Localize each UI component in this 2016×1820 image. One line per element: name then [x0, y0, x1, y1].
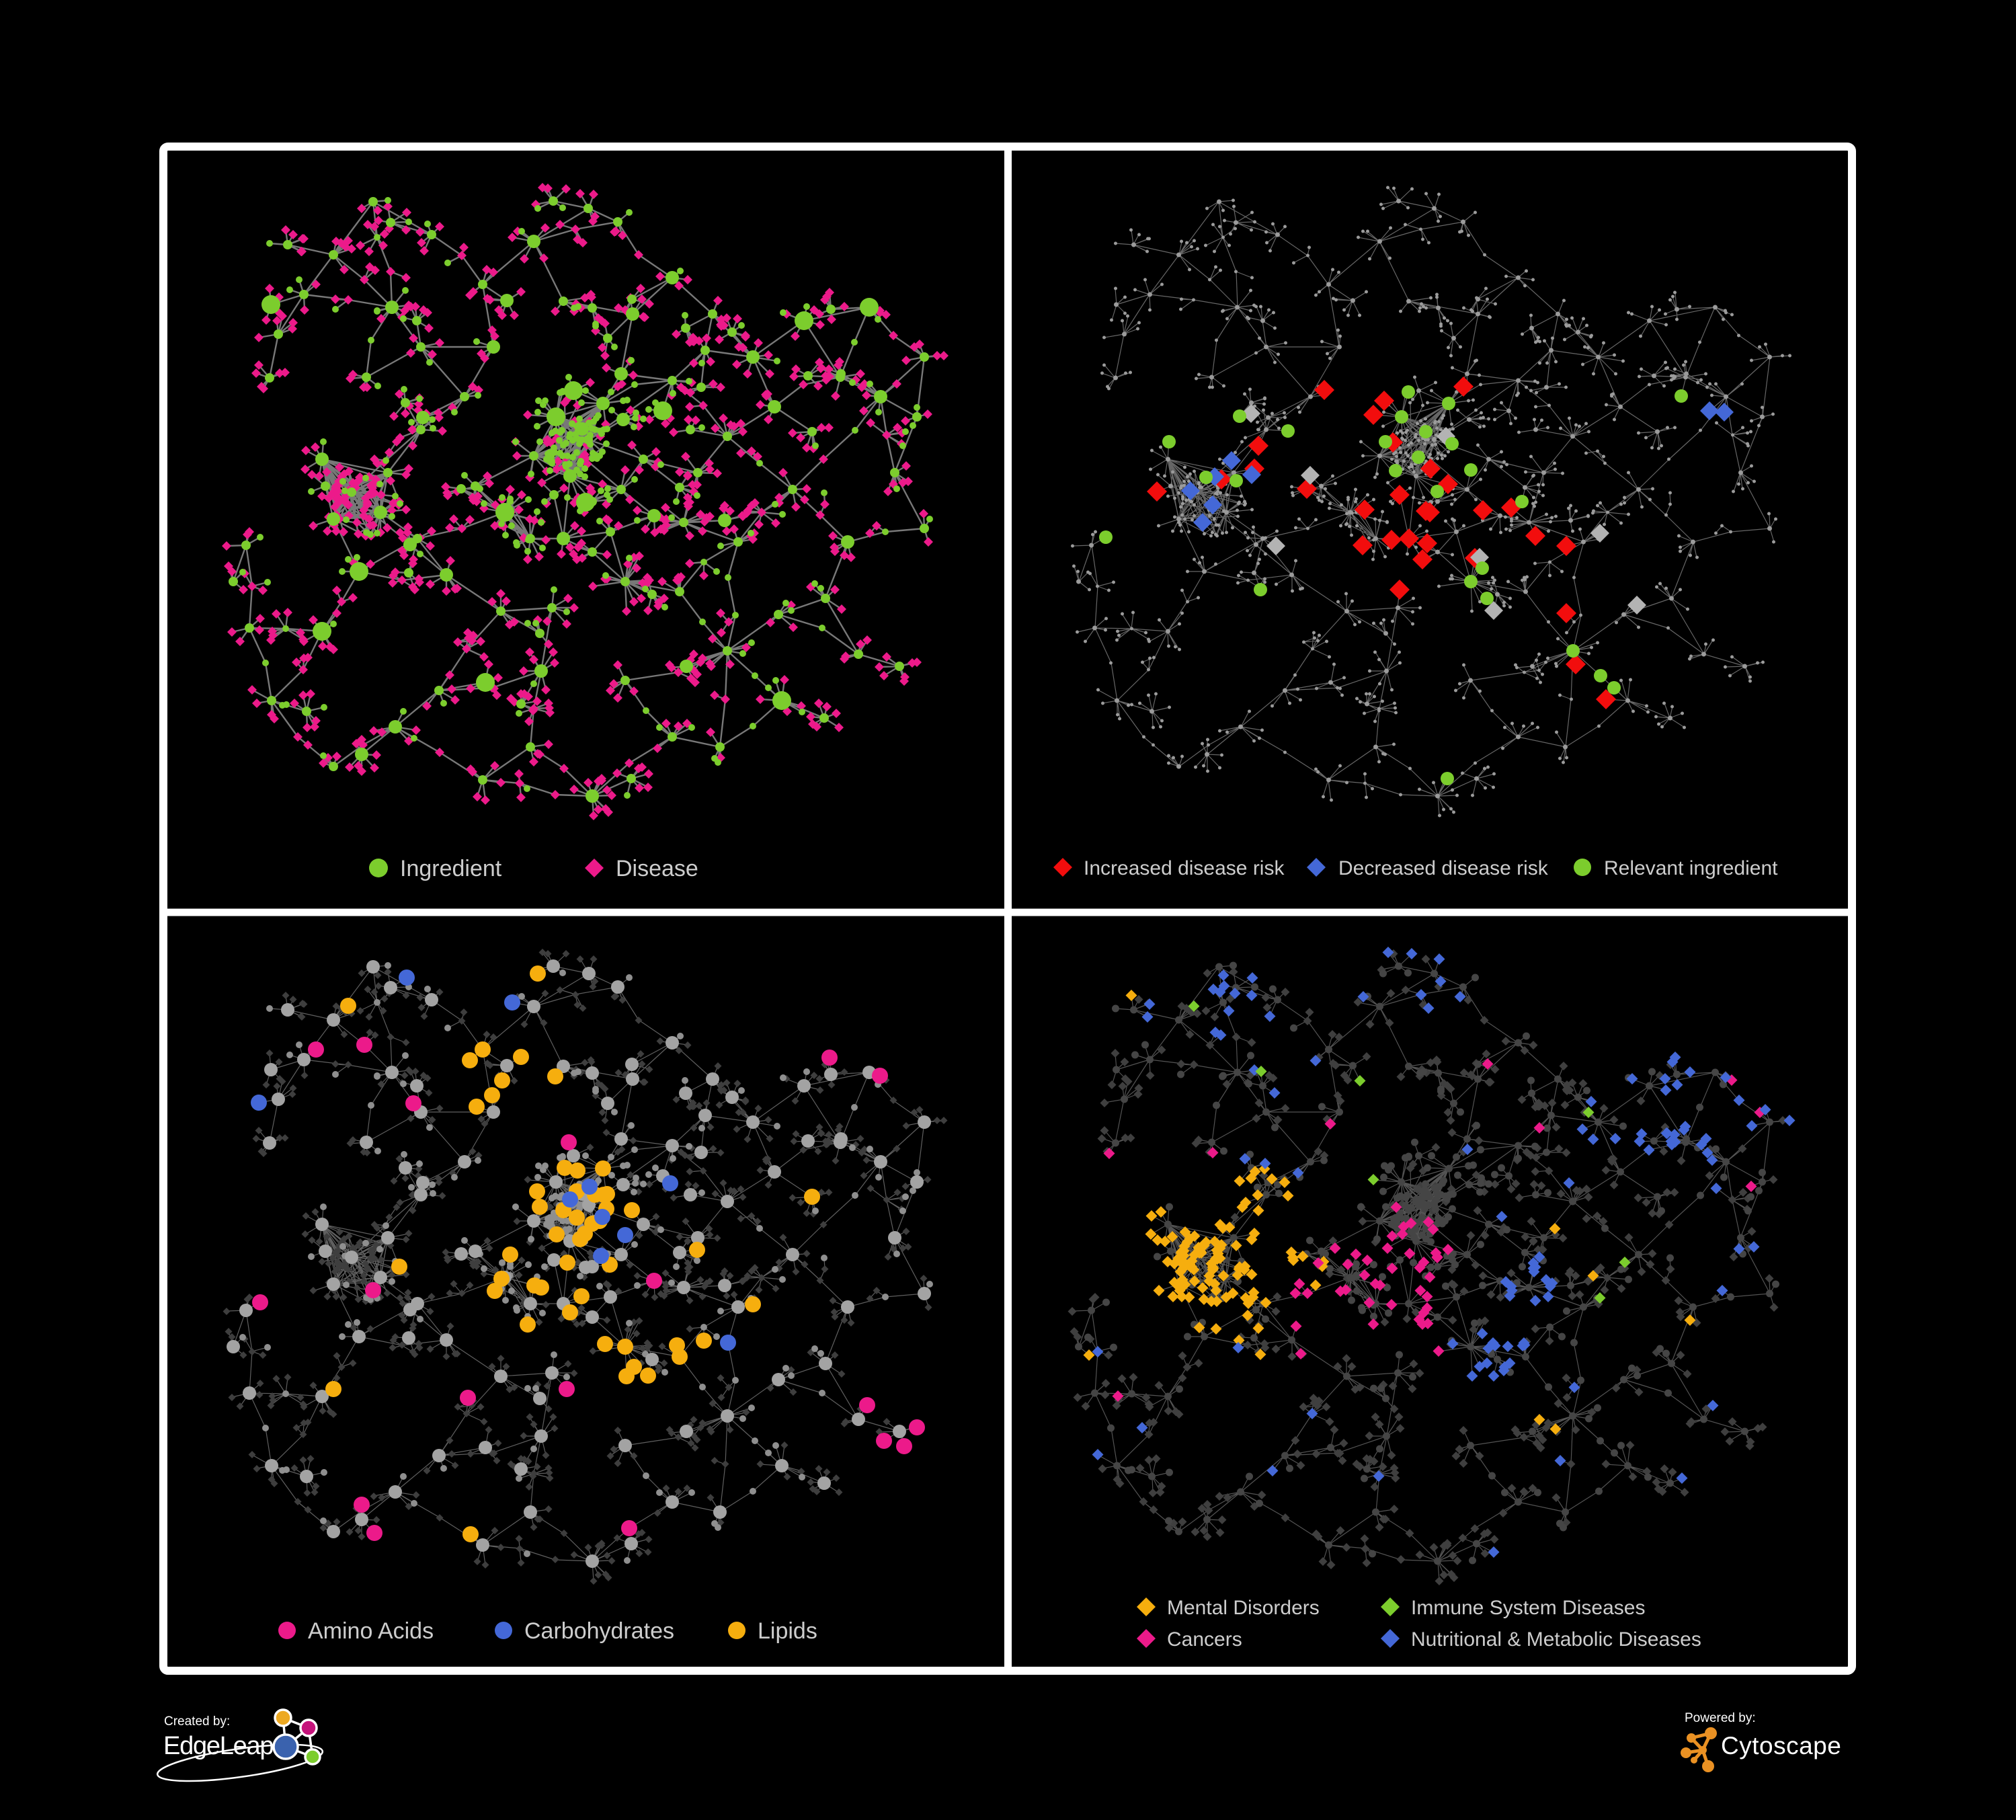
svg-text:Immune System Diseases: Immune System Diseases	[1411, 1597, 1645, 1619]
svg-text:Increased disease risk: Increased disease risk	[1084, 857, 1285, 879]
svg-text:Nutritional & Metabolic Diseas: Nutritional & Metabolic Diseases	[1411, 1628, 1701, 1651]
svg-text:Mental Disorders: Mental Disorders	[1167, 1597, 1320, 1619]
svg-text:Cytoscape: Cytoscape	[1721, 1732, 1841, 1759]
svg-text:Created by:: Created by:	[164, 1714, 230, 1729]
svg-text:Relevant ingredient: Relevant ingredient	[1604, 857, 1778, 879]
svg-text:Carbohydrates: Carbohydrates	[524, 1618, 674, 1644]
svg-text:Cancers: Cancers	[1167, 1628, 1242, 1651]
svg-text:Amino Acids: Amino Acids	[308, 1618, 434, 1644]
svg-text:Ingredient: Ingredient	[400, 856, 502, 881]
svg-text:Lipids: Lipids	[758, 1618, 817, 1644]
svg-text:Disease: Disease	[616, 856, 698, 881]
svg-text:Decreased disease risk: Decreased disease risk	[1338, 857, 1549, 879]
svg-text:Powered by:: Powered by:	[1685, 1711, 1756, 1725]
